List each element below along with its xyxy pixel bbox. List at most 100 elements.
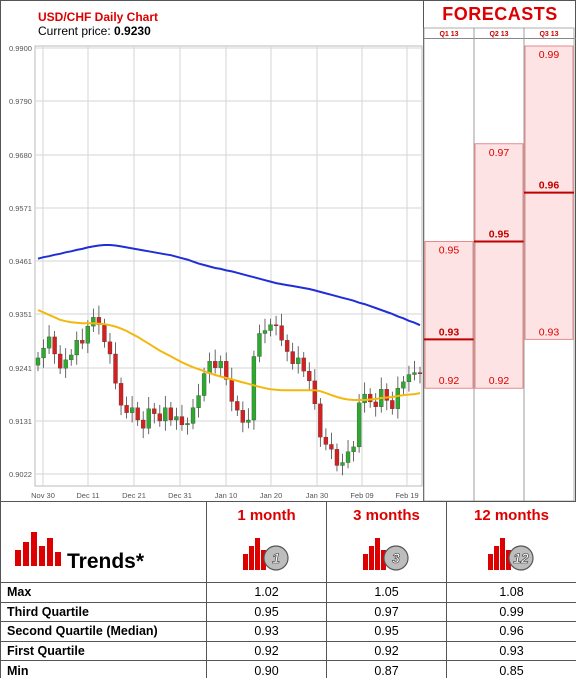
- candle-body: [190, 407, 196, 424]
- x-tick-label: Feb 09: [350, 491, 373, 500]
- candle-body: [273, 324, 279, 327]
- candle-body: [129, 407, 135, 413]
- y-tick-label: 0.9241: [9, 364, 32, 373]
- candle-body: [69, 354, 74, 361]
- badge-bar: [248, 546, 254, 570]
- table-cell: 0.96: [446, 621, 576, 642]
- x-tick-label: Jan 10: [215, 491, 238, 500]
- candle-body: [235, 401, 240, 411]
- candle-body: [368, 393, 373, 403]
- badge-bar: [493, 546, 499, 570]
- candle-body: [185, 423, 190, 426]
- y-tick-label: 0.9461: [9, 257, 32, 266]
- candle-body: [395, 388, 401, 409]
- row-label: First Quartile: [0, 640, 207, 662]
- x-tick-label: Jan 30: [306, 491, 329, 500]
- badge-bar: [380, 550, 386, 570]
- forecast-lower-label: 0.92: [489, 375, 510, 387]
- x-tick-label: Dec 31: [168, 491, 192, 500]
- table-cell: 0.95: [326, 621, 447, 642]
- table-row: Min 0.90 0.87 0.85: [0, 660, 576, 678]
- col-header-1-month: 1 month 1: [206, 501, 327, 583]
- y-tick-label: 0.9680: [9, 151, 32, 160]
- candle-body: [196, 395, 201, 408]
- table-row: Max 1.02 1.05 1.08: [0, 582, 576, 603]
- bar-chart-icon: [15, 532, 61, 566]
- candle-body: [57, 353, 63, 369]
- table-cell: 0.87: [326, 660, 447, 678]
- candle-body: [284, 340, 290, 352]
- table-cell: 0.90: [206, 660, 327, 678]
- badge-number: 3: [392, 550, 400, 566]
- candle-body: [356, 402, 362, 448]
- forecast-median-label: 0.96: [539, 180, 560, 192]
- candle-body: [345, 451, 351, 463]
- forecast-lower-label: 0.93: [539, 326, 560, 338]
- forecast-median-label: 0.93: [439, 326, 460, 338]
- chart-title: USD/CHF Daily Chart: [38, 10, 159, 24]
- trends-table-area: Trends* 1 month 1 3 months 3 12 months 12 M…: [0, 501, 576, 678]
- table-cell: 0.99: [446, 601, 576, 623]
- forecast-range-bar: [474, 143, 524, 389]
- trends-table: Trends* 1 month 1 3 months 3 12 months 12 M…: [0, 501, 576, 678]
- candle-body: [135, 407, 140, 421]
- candle-body: [329, 444, 334, 450]
- badge-bar: [362, 554, 368, 570]
- candle-body: [41, 347, 46, 359]
- table-cell: 0.95: [206, 601, 327, 623]
- badge-bar: [242, 554, 248, 570]
- y-tick-label: 0.9790: [9, 97, 32, 106]
- candle-body: [152, 408, 157, 414]
- candle-body: [141, 419, 146, 429]
- y-tick-label: 0.9131: [9, 417, 32, 426]
- badge-bar: [374, 538, 380, 570]
- col-header-label: 1 month: [237, 507, 296, 524]
- table-cell: 1.05: [326, 582, 447, 603]
- badge-bar: [254, 538, 260, 570]
- current-price-value: 0.9230: [114, 24, 151, 38]
- candle-body: [201, 373, 207, 396]
- candle-body: [246, 419, 251, 423]
- x-tick-label: Dec 21: [122, 491, 146, 500]
- candle-body: [213, 361, 218, 368]
- candle-body: [168, 407, 174, 421]
- candle-body: [307, 370, 312, 382]
- candle-body: [85, 325, 90, 344]
- candle-body: [262, 330, 268, 334]
- table-cell: 1.02: [206, 582, 327, 603]
- candle-body: [157, 413, 162, 422]
- x-tick-label: Feb 19: [395, 491, 418, 500]
- table-cell: 0.92: [206, 640, 327, 662]
- forecast-column-label: Q3 13: [539, 31, 558, 38]
- y-tick-label: 0.9571: [9, 204, 32, 213]
- badge-bar: [487, 554, 493, 570]
- table-cell: 0.93: [446, 640, 576, 662]
- candle-body: [80, 340, 85, 344]
- x-tick-label: Nov 30: [31, 491, 55, 500]
- candle-body: [251, 356, 257, 421]
- candle-body: [323, 436, 329, 445]
- candle-body: [179, 416, 185, 426]
- trends-title: Trends*: [67, 550, 145, 573]
- candle-body: [390, 400, 395, 409]
- forecast-median-label: 0.95: [489, 229, 510, 241]
- candle-body: [279, 325, 284, 341]
- candle-body: [124, 405, 129, 413]
- candle-body: [163, 407, 168, 422]
- trends-header-row: Trends* 1 month 1 3 months 3 12 months 12: [0, 501, 576, 583]
- y-tick-label: 0.9900: [9, 44, 32, 53]
- badge-circle: [382, 545, 409, 571]
- row-label: Third Quartile: [0, 601, 207, 623]
- candle-body: [35, 357, 41, 366]
- candle-body: [113, 353, 118, 384]
- candle-body: [318, 403, 323, 438]
- row-label: Min: [0, 660, 207, 678]
- forecast-upper-label: 0.95: [439, 245, 460, 257]
- forecast-column-label: Q2 13: [489, 31, 508, 38]
- badge-bar: [505, 550, 511, 570]
- col-header-12-months: 12 months 12: [446, 501, 576, 583]
- table-cell: 0.85: [446, 660, 576, 678]
- forecast-upper-label: 0.99: [539, 49, 560, 61]
- price-chart-area: 0.9900 0.9790 0.9680 0.9571 0.9461 0.9351 0.92…: [0, 0, 576, 501]
